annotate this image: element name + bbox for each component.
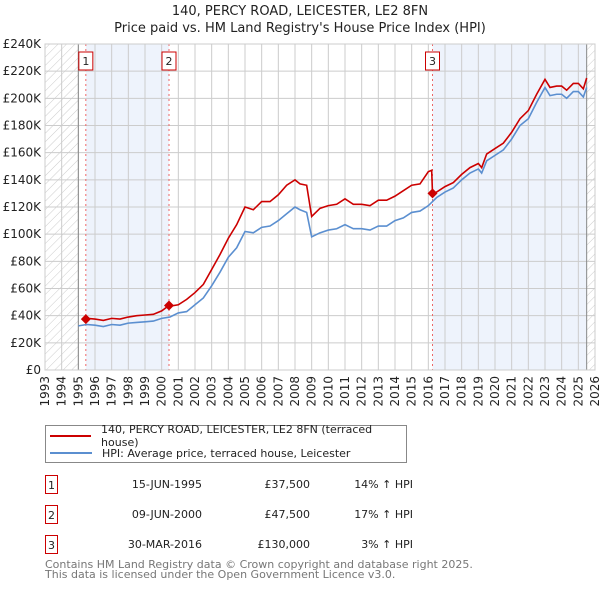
x-tick-label: 2025: [571, 376, 585, 407]
x-tick-label: 1996: [88, 376, 102, 407]
x-tick-label: 2019: [471, 376, 485, 407]
sale-label: 1: [82, 55, 89, 68]
x-tick-label: 2020: [488, 376, 502, 407]
y-tick-label: £240K: [3, 37, 43, 51]
x-tick-label: 2007: [271, 376, 285, 407]
transaction-badge: 2: [45, 505, 58, 524]
y-tick-label: £140K: [3, 173, 43, 187]
chart-title-subtitle: Price paid vs. HM Land Registry's House …: [114, 21, 486, 36]
x-tick-label: 2011: [338, 376, 352, 407]
footer-copyright: Contains HM Land Registry data © Crown c…: [45, 558, 473, 571]
y-tick-label: £160K: [3, 146, 43, 160]
x-tick-label: 1995: [71, 376, 85, 407]
price-chart: 1993 1994 1995 1996 1997 1998 1999 2000 2001 2002…: [3, 37, 600, 407]
legend-swatch-red: [50, 435, 92, 437]
y-tick-label: £100K: [3, 227, 43, 241]
chart-title-address: 140, PERCY ROAD, LEICESTER, LE2 8FN: [171, 4, 429, 19]
y-tick-label: £20K: [10, 336, 42, 350]
footer-licence: This data is licensed under the Open Gov…: [45, 568, 396, 581]
transaction-price: £130,000: [257, 538, 311, 551]
legend-swatch-blue: [50, 452, 92, 454]
legend-item-property: 140, PERCY ROAD, LEICESTER, LE2 8FN (ter…: [50, 423, 406, 449]
transaction-hpi-diff: 17% ↑ HPI: [354, 508, 413, 521]
x-tick-label: 1994: [55, 376, 69, 407]
x-tick-label: 2018: [455, 376, 469, 407]
transaction-row: 3 30-MAR-2016 £130,000 3% ↑ HPI: [45, 535, 445, 555]
sale-label-box: [78, 51, 94, 71]
x-tick-label: 2009: [305, 376, 319, 407]
x-tick-label: 2013: [371, 376, 385, 407]
x-tick-label: 1998: [121, 376, 135, 407]
transaction-badge: 3: [45, 535, 58, 554]
x-tick-label: 2000: [155, 376, 169, 407]
legend-label-property: 140, PERCY ROAD, LEICESTER, LE2 8FN (ter…: [101, 423, 373, 449]
x-tick-label: 2017: [438, 376, 452, 407]
x-tick-label: 2015: [405, 376, 419, 407]
transaction-hpi-diff: 3% ↑ HPI: [361, 538, 413, 551]
y-tick-label: £200K: [3, 91, 43, 105]
x-tick-label: 1997: [105, 376, 119, 407]
x-tick-label: 2008: [288, 376, 302, 407]
transaction-date: 09-JUN-2000: [131, 508, 202, 521]
transaction-price: £37,500: [264, 478, 311, 491]
sale-point-marker: [80, 314, 91, 325]
x-tick-label: 2023: [538, 376, 552, 407]
y-tick-label: £40K: [10, 309, 42, 323]
x-tick-label: 2021: [505, 376, 519, 407]
footer-attribution: Contains HM Land Registry data © Crown c…: [45, 558, 473, 581]
x-tick-label: 2006: [255, 376, 269, 407]
x-tick-label: 2002: [188, 376, 202, 407]
sale-label: 2: [166, 55, 173, 68]
y-tick-label: £0: [26, 363, 41, 377]
x-tick-label: 2005: [238, 376, 252, 407]
legend-label-hpi: HPI: Average price, terraced house, Leic…: [102, 446, 351, 460]
x-tick-label: 2016: [421, 376, 435, 407]
transaction-row: 2 09-JUN-2000 £47,500 17% ↑ HPI: [45, 505, 445, 525]
transaction-date: 30-MAR-2016: [127, 538, 202, 551]
transaction-badge: 1: [45, 475, 58, 494]
sale-label: 3: [429, 55, 436, 68]
legend-item-hpi: HPI: Average price, terraced house, Leic…: [50, 445, 350, 461]
x-tick-label: 2003: [205, 376, 219, 407]
sale-label-box: [161, 51, 177, 71]
transaction-row: 1 15-JUN-1995 £37,500 14% ↑ HPI: [45, 475, 445, 495]
transaction-price: £47,500: [264, 508, 311, 521]
x-tick-label: 2022: [521, 376, 535, 407]
hpi-line: [78, 85, 588, 328]
x-tick-label: 2012: [355, 376, 369, 407]
x-tick-label: 2026: [588, 376, 600, 407]
x-tick-label: 1993: [38, 376, 52, 407]
sale-point-marker: [164, 300, 174, 311]
sale-label-box: [425, 51, 440, 71]
y-tick-label: £180K: [3, 119, 43, 133]
sale-point-marker: [427, 188, 438, 199]
x-tick-label: 2004: [221, 376, 235, 407]
x-tick-label: 2010: [321, 376, 335, 407]
plot-border: [44, 43, 596, 371]
transaction-date: 15-JUN-1995: [131, 478, 202, 491]
y-tick-label: £80K: [10, 254, 42, 268]
x-tick-label: 2014: [388, 376, 402, 407]
chart-legend: 140, PERCY ROAD, LEICESTER, LE2 8FN (ter…: [45, 423, 407, 463]
y-tick-label: £220K: [3, 64, 43, 78]
y-tick-label: £60K: [10, 282, 42, 296]
x-tick-label: 1999: [138, 376, 152, 407]
transaction-hpi-diff: 14% ↑ HPI: [354, 478, 413, 491]
y-tick-label: £120K: [3, 200, 43, 214]
x-tick-label: 2001: [171, 376, 185, 407]
x-tick-label: 2024: [555, 376, 569, 407]
